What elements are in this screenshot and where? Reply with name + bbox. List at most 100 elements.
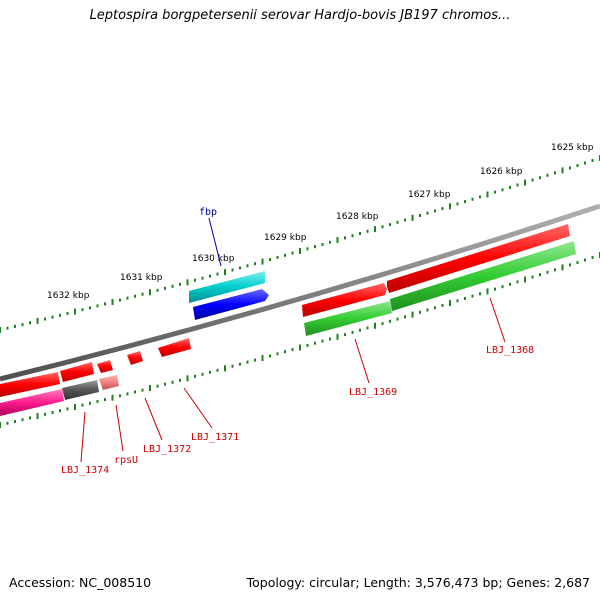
tick-label-1628: 1628 kbp	[336, 212, 379, 222]
major-tick	[411, 311, 414, 318]
gene-rpsu-pink[interactable]	[99, 375, 119, 390]
tick-label-1630: 1630 kbp	[192, 254, 235, 264]
minor-tick	[96, 400, 99, 403]
gene-lbj1374-gray[interactable]	[62, 380, 99, 400]
label-lbj1368[interactable]: LBJ_1368	[486, 345, 534, 356]
label-lbj1369[interactable]: LBJ_1369	[349, 387, 397, 398]
label-lbj1371[interactable]: LBJ_1371	[191, 432, 239, 443]
minor-tick	[516, 280, 519, 284]
gene-fbp-blue[interactable]	[193, 289, 269, 320]
minor-tick	[351, 234, 354, 238]
major-tick	[111, 299, 114, 305]
minor-tick	[554, 268, 556, 272]
minor-tick	[464, 297, 466, 300]
gene-red-small-a[interactable]	[158, 338, 191, 357]
gene-red-small-d[interactable]	[60, 362, 94, 382]
label-fbp[interactable]: fbp	[199, 207, 217, 218]
major-tick	[524, 276, 526, 283]
minor-tick	[51, 411, 54, 414]
minor-tick	[546, 270, 549, 274]
major-tick	[449, 300, 451, 307]
minor-tick	[119, 394, 121, 398]
gene-lbj1369-green[interactable]	[304, 301, 392, 336]
tick-label-1625: 1625 kbp	[551, 143, 594, 153]
minor-tick	[351, 330, 354, 334]
gene-lbj1368-green[interactable]	[390, 241, 576, 311]
minor-tick	[104, 302, 106, 306]
minor-tick	[306, 343, 309, 347]
gene-labels: fbp LBJ_1368 LBJ_1369 LBJ_1371 LBJ_1372 …	[61, 207, 534, 476]
minor-tick	[156, 384, 159, 388]
major-tick	[224, 365, 226, 372]
major-tick	[524, 179, 526, 186]
inner-tick-ring	[0, 252, 600, 428]
accession-text: Accession: NC_008510	[9, 575, 152, 590]
minor-tick	[171, 380, 174, 384]
label-lbj1374[interactable]: LBJ_1374	[61, 465, 109, 476]
major-tick	[411, 214, 414, 221]
minor-tick	[291, 251, 294, 255]
minor-tick	[434, 209, 436, 213]
minor-tick	[531, 178, 534, 182]
minor-tick	[344, 333, 346, 337]
major-tick	[486, 191, 489, 198]
gene-fbp-cyan[interactable]	[189, 271, 265, 303]
minor-tick	[216, 272, 219, 276]
minor-tick	[21, 418, 24, 422]
major-tick	[561, 167, 564, 174]
minor-tick	[419, 310, 421, 314]
minor-tick	[201, 276, 204, 280]
minor-tick	[569, 166, 571, 170]
label-leaders	[80, 217, 506, 463]
minor-tick	[314, 245, 316, 249]
minor-tick	[134, 294, 136, 298]
gene-red-small-b[interactable]	[127, 351, 143, 365]
gene-lbj1369-forward[interactable]	[302, 283, 387, 317]
label-rpsu[interactable]: rpsU	[114, 455, 138, 466]
minor-tick	[404, 218, 406, 222]
minor-tick	[29, 321, 31, 325]
gene-red-small-c[interactable]	[97, 360, 113, 373]
minor-tick	[134, 390, 136, 394]
minor-tick	[441, 207, 444, 211]
minor-tick	[479, 292, 481, 296]
minor-tick	[516, 183, 519, 187]
minor-tick	[366, 326, 369, 330]
minor-tick	[569, 263, 571, 267]
gene-red-left[interactable]	[0, 372, 60, 397]
minor-tick	[471, 197, 474, 201]
minor-tick	[396, 220, 399, 224]
minor-tick	[434, 306, 436, 310]
label-lbj1372[interactable]: LBJ_1372	[143, 444, 191, 455]
minor-tick	[6, 326, 9, 330]
minor-tick	[59, 409, 61, 413]
gene-lbj1368-forward[interactable]	[387, 224, 570, 293]
major-tick	[374, 322, 376, 329]
minor-tick	[329, 337, 331, 341]
major-tick	[261, 355, 264, 361]
minor-tick	[404, 315, 406, 319]
minor-tick	[441, 303, 444, 307]
leader-rpsu	[115, 404, 124, 452]
minor-tick	[389, 223, 391, 227]
minor-tick	[81, 308, 84, 312]
minor-tick	[269, 258, 271, 261]
gene-magenta-left[interactable]	[0, 389, 64, 416]
minor-tick	[329, 240, 331, 244]
minor-tick	[591, 159, 594, 162]
minor-tick	[66, 311, 69, 315]
major-tick	[186, 279, 189, 286]
minor-tick	[231, 364, 234, 368]
major-tick	[224, 269, 226, 276]
minor-tick	[194, 278, 196, 282]
leader-lbj1368	[489, 297, 506, 343]
minor-tick	[164, 286, 166, 290]
minor-tick	[554, 171, 556, 175]
leader-lbj1372	[144, 397, 163, 441]
major-tick	[74, 404, 76, 410]
minor-tick	[81, 403, 84, 407]
minor-tick	[231, 268, 234, 272]
minor-tick	[269, 354, 271, 358]
minor-tick	[509, 282, 511, 286]
tick-label-1632: 1632 kbp	[47, 291, 90, 301]
